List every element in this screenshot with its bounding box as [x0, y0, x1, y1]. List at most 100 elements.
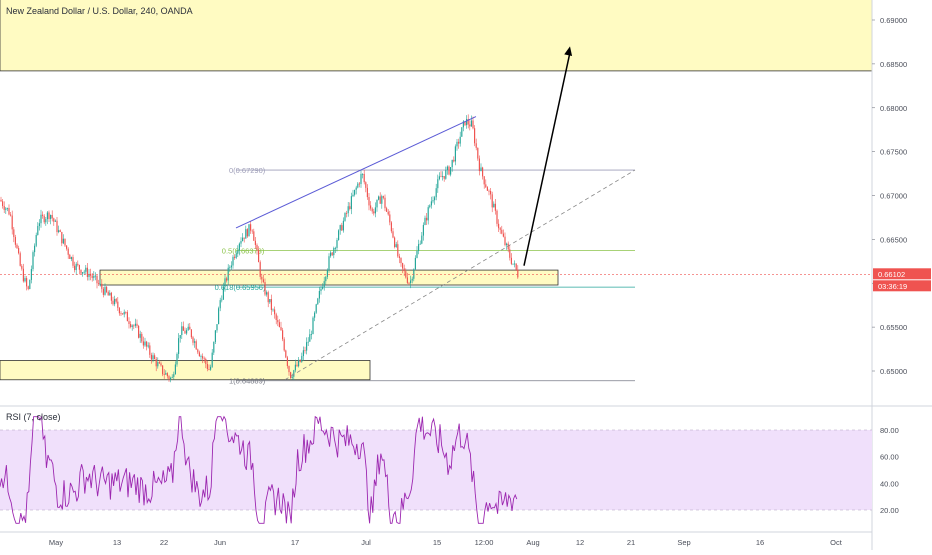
candle-body — [117, 301, 119, 308]
candle-body — [29, 279, 31, 290]
candle-body — [42, 214, 44, 216]
candle-body — [45, 219, 47, 223]
candle-body — [347, 206, 349, 214]
candle-body — [78, 265, 80, 270]
candle-body — [59, 230, 61, 232]
candle-body — [302, 350, 304, 357]
candle-body — [453, 159, 455, 162]
candle-body — [123, 311, 125, 315]
candle-body — [248, 224, 250, 237]
candle-body — [66, 245, 68, 249]
candle-body — [181, 326, 183, 336]
fib-retracement[interactable]: 0(0.67290) 0.5(0.66373) 0.618(0.65956) 1(0.… — [215, 166, 635, 386]
candle-body — [72, 257, 74, 266]
upper-trendline[interactable] — [235, 116, 477, 229]
candle-body — [147, 345, 149, 347]
candle-body — [464, 121, 466, 126]
candle-body — [160, 363, 162, 366]
candle-body — [98, 283, 100, 285]
candle-body — [454, 146, 456, 162]
candle-body — [414, 257, 416, 270]
candle-body — [174, 364, 176, 375]
candle-body — [85, 267, 87, 272]
candle-body — [96, 275, 98, 284]
candle-body — [278, 322, 280, 328]
candle-body — [467, 119, 469, 125]
candle-body — [200, 356, 202, 357]
candle-body — [218, 308, 220, 325]
candle-body — [328, 256, 330, 271]
candle-body — [352, 194, 354, 197]
candle-body — [365, 182, 367, 188]
candle-body — [318, 291, 320, 299]
candle-body — [94, 275, 96, 277]
candle-body — [50, 214, 52, 219]
candle-body — [197, 349, 199, 353]
candle-body — [178, 338, 180, 354]
candle-body — [75, 263, 77, 271]
candle-body — [208, 369, 210, 370]
projection-arrow[interactable] — [523, 52, 571, 266]
candle-body — [262, 279, 264, 283]
countdown-label: 03:36:19 — [878, 282, 907, 291]
candle-body — [338, 230, 340, 241]
rsi-title[interactable]: RSI (7, close) — [6, 412, 61, 422]
candle-body — [190, 329, 192, 338]
candle-body — [376, 199, 378, 208]
candle-body — [381, 196, 383, 204]
candle-body — [91, 275, 93, 278]
candle-body — [229, 267, 231, 269]
candle-body — [482, 167, 484, 177]
support-zone-low[interactable] — [0, 360, 371, 381]
candle-body — [504, 236, 506, 245]
candle-body — [392, 231, 394, 238]
candle-body — [403, 268, 405, 272]
candle-body — [496, 210, 498, 224]
candle-body — [368, 197, 370, 206]
candle-body — [314, 312, 316, 318]
candle-body — [390, 222, 392, 232]
candle-body — [166, 373, 168, 377]
projection-arrowhead — [564, 46, 573, 56]
candle-body — [470, 120, 472, 127]
candle-body — [64, 238, 66, 246]
candle-body — [272, 309, 274, 311]
candle-body — [11, 215, 13, 230]
candle-body — [304, 350, 306, 352]
candle-body — [70, 257, 72, 259]
candle-body — [235, 253, 237, 258]
candle-body — [517, 269, 519, 278]
candle-body — [291, 376, 293, 379]
candle-body — [254, 240, 256, 245]
rsi-axis[interactable]: 80.00 60.00 40.00 20.00 — [880, 426, 899, 515]
candle-body — [114, 298, 116, 305]
candle-body — [296, 364, 298, 367]
symbol-title[interactable]: New Zealand Dollar / U.S. Dollar, 240, O… — [6, 6, 193, 16]
candle-body — [125, 311, 127, 313]
candle-body — [170, 377, 172, 380]
candle-body — [88, 273, 90, 277]
candle-body — [432, 200, 434, 202]
price-tick-label: 0.67000 — [880, 192, 907, 201]
candle-body — [120, 313, 122, 315]
candle-body — [483, 176, 485, 185]
countdown-tag — [873, 280, 931, 292]
candle-body — [184, 330, 186, 334]
candle-body — [126, 312, 128, 322]
candle-body — [152, 355, 154, 360]
candle-body — [373, 211, 375, 214]
candle-body — [109, 292, 111, 296]
price-axis[interactable]: 0.69000 0.68500 0.68000 0.67500 0.67000 0.665… — [872, 16, 907, 376]
candle-body — [346, 213, 348, 214]
resistance-zone[interactable] — [0, 0, 873, 72]
candle-body — [466, 119, 468, 126]
candle-body — [162, 365, 164, 375]
candle-body — [198, 352, 200, 357]
dashed-trendline[interactable] — [284, 169, 636, 381]
candle-body — [448, 166, 450, 175]
candle-body — [30, 269, 32, 280]
time-axis[interactable]: May 13 22 Jun 17 Jul 15 12:00 Aug 12 21 Sep 16 Oct — [49, 538, 843, 547]
candle-body — [163, 374, 165, 376]
